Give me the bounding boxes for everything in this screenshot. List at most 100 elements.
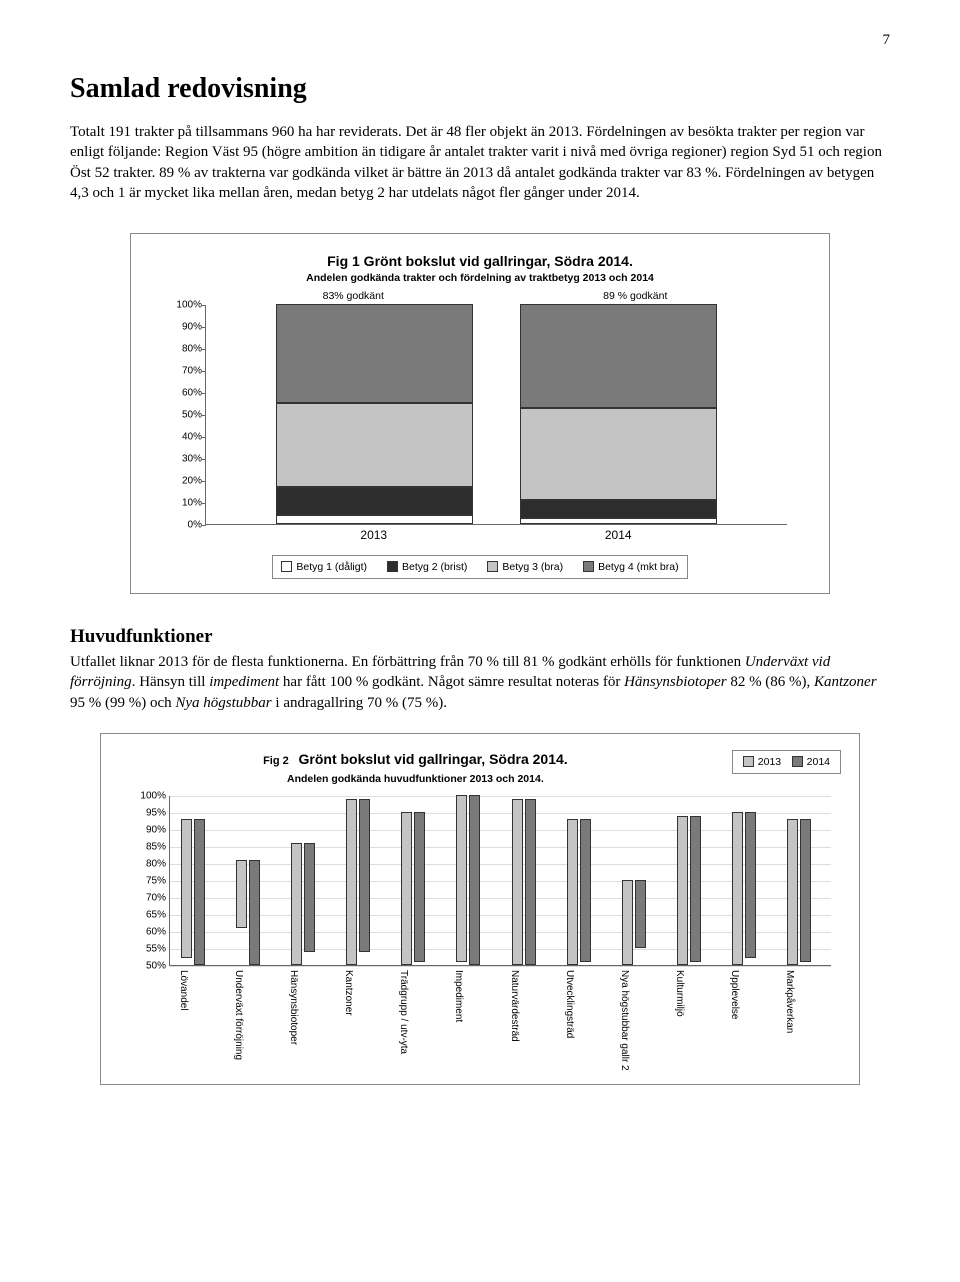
fig2-bar <box>346 799 357 966</box>
fig2-ytick: 70% <box>124 892 166 906</box>
fig2-bar <box>359 799 370 952</box>
fig2-bar <box>525 799 536 966</box>
fig2-plot: 50%55%60%65%70%75%80%85%90%95%100% <box>169 796 831 966</box>
fig2-bar <box>414 812 425 962</box>
fig1-category-label: 2014 <box>605 527 632 543</box>
fig1-segment <box>276 515 474 524</box>
fig1-ytick: 0% <box>158 519 202 533</box>
fig2-bar <box>690 816 701 962</box>
fig2-bar <box>512 799 523 966</box>
fig1-ytick: 60% <box>158 387 202 401</box>
fig1-segment <box>276 304 474 403</box>
fig2-ytick: 90% <box>124 824 166 838</box>
fig2-bar <box>291 843 302 965</box>
fig2-group <box>401 812 425 965</box>
fig1-note-0: 83% godkänt <box>323 289 384 303</box>
fig1-segment <box>520 408 718 500</box>
fig2-group <box>567 819 591 965</box>
fig2-ytick: 85% <box>124 841 166 855</box>
fig1-ytick: 20% <box>158 475 202 489</box>
fig2-bar <box>194 819 205 965</box>
fig2-ytick: 55% <box>124 943 166 957</box>
fig2-ytick: 80% <box>124 858 166 872</box>
section2-body: Utfallet liknar 2013 för de flesta funkt… <box>70 652 890 713</box>
fig2-categories: Lövandel Underväxt förröjning Hänsynsbioto… <box>169 966 831 1076</box>
fig2-category-label: Impediment <box>452 970 466 1022</box>
fig2-bar <box>236 860 247 928</box>
fig2-group <box>236 860 260 965</box>
fig1-legend-item: Betyg 1 (dåligt) <box>281 560 367 574</box>
fig1-bar <box>520 304 718 524</box>
fig2-bar <box>732 812 743 965</box>
fig1-plot: 0%10%20%30%40%50%60%70%80%90%100% <box>205 305 787 525</box>
fig2-bar <box>580 819 591 962</box>
fig1-categories: 2013 2014 <box>205 525 787 545</box>
fig2-category-label: Underväxt förröjning <box>231 970 245 1060</box>
fig1-subtitle: Andelen godkända trakter och fördelning … <box>153 271 807 285</box>
section1-title: Samlad redovisning <box>70 70 890 108</box>
fig2-category-label: Nya högstubbar gallr 2 <box>617 970 631 1071</box>
fig2-category-label: Trädgrupp / utv-yta <box>397 970 411 1054</box>
fig1-ytick: 50% <box>158 409 202 423</box>
fig2-bar <box>787 819 798 965</box>
fig2-category-label: Lövandel <box>176 970 190 1011</box>
fig2-category-label: Hänsynsbiotoper <box>286 970 300 1045</box>
section2-title: Huvudfunktioner <box>70 624 890 650</box>
fig2-group <box>512 799 536 966</box>
fig2-group <box>346 799 370 966</box>
fig2-category-label: Naturvärdesträd <box>507 970 521 1042</box>
fig1-ytick: 100% <box>158 299 202 313</box>
fig1-ytick: 70% <box>158 365 202 379</box>
fig1-segment <box>520 518 718 525</box>
fig2-bar <box>249 860 260 965</box>
fig2-subtitle: Andelen godkända huvudfunktioner 2013 oc… <box>119 772 712 786</box>
fig1-segment <box>276 403 474 487</box>
fig2-ytick: 95% <box>124 807 166 821</box>
fig2-bar <box>622 880 633 965</box>
fig2-bar <box>304 843 315 952</box>
fig2-bar <box>567 819 578 965</box>
fig2-legend: 2013 2014 <box>732 750 841 774</box>
fig2-category-label: Utvecklingsträd <box>562 970 576 1038</box>
fig2-title: Grönt bokslut vid gallringar, Södra 2014… <box>299 751 568 767</box>
fig2-bar <box>469 795 480 965</box>
fig2-group <box>181 819 205 965</box>
fig1-ytick: 40% <box>158 431 202 445</box>
section1-body: Totalt 191 trakter på tillsammans 960 ha… <box>70 122 890 203</box>
fig1-ytick: 30% <box>158 453 202 467</box>
fig2-bar <box>456 795 467 962</box>
fig1-ytick: 90% <box>158 321 202 335</box>
fig2-ytick: 75% <box>124 875 166 889</box>
fig2-group <box>291 843 315 965</box>
fig2-group <box>787 819 811 965</box>
fig2-bar <box>677 816 688 966</box>
fig1-note-1: 89 % godkänt <box>603 289 667 303</box>
fig2-category-label: Markpåverkan <box>783 970 797 1033</box>
fig2-category-label: Kulturmiljö <box>673 970 687 1017</box>
fig1-topnotes: 83% godkänt 89 % godkänt <box>213 289 777 303</box>
fig2-group <box>456 795 480 965</box>
fig2-ytick: 50% <box>124 960 166 974</box>
fig2-ytick: 100% <box>124 790 166 804</box>
fig2-label: Fig 2 <box>263 755 289 767</box>
fig1-segment <box>520 500 718 518</box>
fig2-group <box>677 816 701 966</box>
fig2-category-label: Kantzoner <box>342 970 356 1016</box>
fig1-ytick: 80% <box>158 343 202 357</box>
fig2-bar <box>401 812 412 965</box>
fig2-bar <box>181 819 192 958</box>
fig2-ytick: 60% <box>124 926 166 940</box>
fig1-segment <box>520 304 718 407</box>
fig1-legend-item: Betyg 4 (mkt bra) <box>583 560 679 574</box>
fig1-legend: Betyg 1 (dåligt) Betyg 2 (brist) Betyg 3 (… <box>272 555 687 579</box>
fig2-group <box>732 812 756 965</box>
fig2-titles: Fig 2 Grönt bokslut vid gallringar, Södr… <box>119 750 712 786</box>
fig1-legend-item: Betyg 2 (brist) <box>387 560 467 574</box>
fig2-bar <box>800 819 811 962</box>
fig2-card: Fig 2 Grönt bokslut vid gallringar, Södr… <box>100 733 860 1085</box>
fig1-card: Fig 1 Grönt bokslut vid gallringar, Södr… <box>130 233 830 594</box>
page-number: 7 <box>70 30 890 50</box>
fig1-legend-item: Betyg 3 (bra) <box>487 560 563 574</box>
fig1-category-label: 2013 <box>360 527 387 543</box>
fig2-ytick: 65% <box>124 909 166 923</box>
